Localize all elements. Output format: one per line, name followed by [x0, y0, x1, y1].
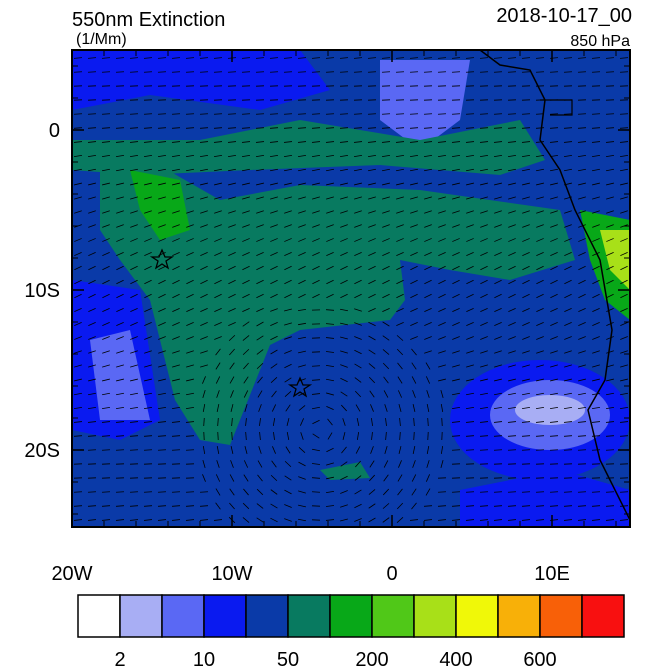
wind-barb	[396, 72, 404, 73]
wind-barb	[158, 72, 166, 73]
colorbar-label: 2	[114, 649, 125, 667]
colorbar-label: 10	[193, 649, 215, 667]
colorbar-box	[414, 595, 456, 637]
title: 550nm Extinction	[72, 9, 225, 31]
wind-barb	[340, 72, 348, 73]
colorbar-box	[288, 595, 330, 637]
y-tick-label: 0	[49, 120, 60, 142]
wind-barb	[354, 72, 362, 73]
colorbar-box	[540, 595, 582, 637]
wind-barb	[88, 72, 96, 73]
wind-barb	[228, 72, 236, 73]
wind-barb	[116, 72, 124, 73]
wind-barb	[466, 72, 474, 73]
colorbar-box	[204, 595, 246, 637]
wind-barb	[480, 72, 488, 73]
map-field	[72, 50, 630, 527]
colorbar-box	[78, 595, 120, 637]
colorbar-box	[246, 595, 288, 637]
wind-barb	[172, 72, 180, 73]
date: 2018-10-17_00	[496, 5, 632, 27]
wind-barb	[270, 72, 278, 73]
wind-barb	[522, 72, 530, 73]
wind-barb	[424, 72, 432, 73]
wind-barb	[606, 72, 614, 73]
wind-barb	[410, 72, 418, 73]
x-tick-label: 20W	[51, 563, 92, 585]
wind-barb	[382, 72, 390, 73]
wind-barb	[312, 72, 320, 73]
colorbar-label: 50	[277, 649, 299, 667]
colorbar-label: 600	[523, 649, 556, 667]
x-tick-label: 10E	[534, 563, 570, 585]
wind-barb	[242, 72, 250, 73]
wind-barb	[442, 418, 443, 426]
wind-barb	[438, 72, 446, 73]
wind-barb	[74, 72, 82, 73]
colorbar-box	[162, 595, 204, 637]
colorbar-box	[582, 595, 624, 637]
wind-barb	[368, 72, 376, 73]
wind-barb	[256, 72, 264, 73]
wind-barb	[102, 72, 110, 73]
wind-barb	[298, 72, 306, 73]
x-tick-label: 0	[386, 563, 397, 585]
wind-barb	[186, 72, 194, 73]
wind-barb	[592, 72, 600, 73]
wind-barb	[536, 72, 544, 73]
colorbar-label: 400	[439, 649, 472, 667]
wind-barb	[200, 72, 208, 73]
wind-barb	[550, 72, 558, 73]
y-tick-label: 20S	[24, 440, 60, 462]
wind-barb	[312, 492, 320, 493]
wind-barb	[144, 72, 152, 73]
wind-barb	[414, 432, 415, 440]
wind-barb	[620, 72, 628, 73]
colorbar-box	[330, 595, 372, 637]
colorbar-box	[120, 595, 162, 637]
level: 850 hPa	[570, 33, 630, 50]
wind-barb	[564, 72, 572, 73]
colorbar-box	[456, 595, 498, 637]
wind-barb	[284, 72, 292, 73]
colorbar-box	[498, 595, 540, 637]
wind-barb	[452, 72, 460, 73]
wind-barb	[578, 72, 586, 73]
colorbar-label: 200	[355, 649, 388, 667]
x-tick-label: 10W	[211, 563, 252, 585]
wind-barb	[214, 72, 222, 73]
y-tick-label: 10S	[24, 280, 60, 302]
units: (1/Mm)	[76, 31, 127, 48]
wind-barb	[130, 72, 138, 73]
wind-barb	[494, 72, 502, 73]
wind-barb	[204, 418, 205, 426]
wind-barb	[232, 432, 233, 440]
wind-barb	[326, 72, 334, 73]
colorbar-box	[372, 595, 414, 637]
wind-barb	[508, 72, 516, 73]
